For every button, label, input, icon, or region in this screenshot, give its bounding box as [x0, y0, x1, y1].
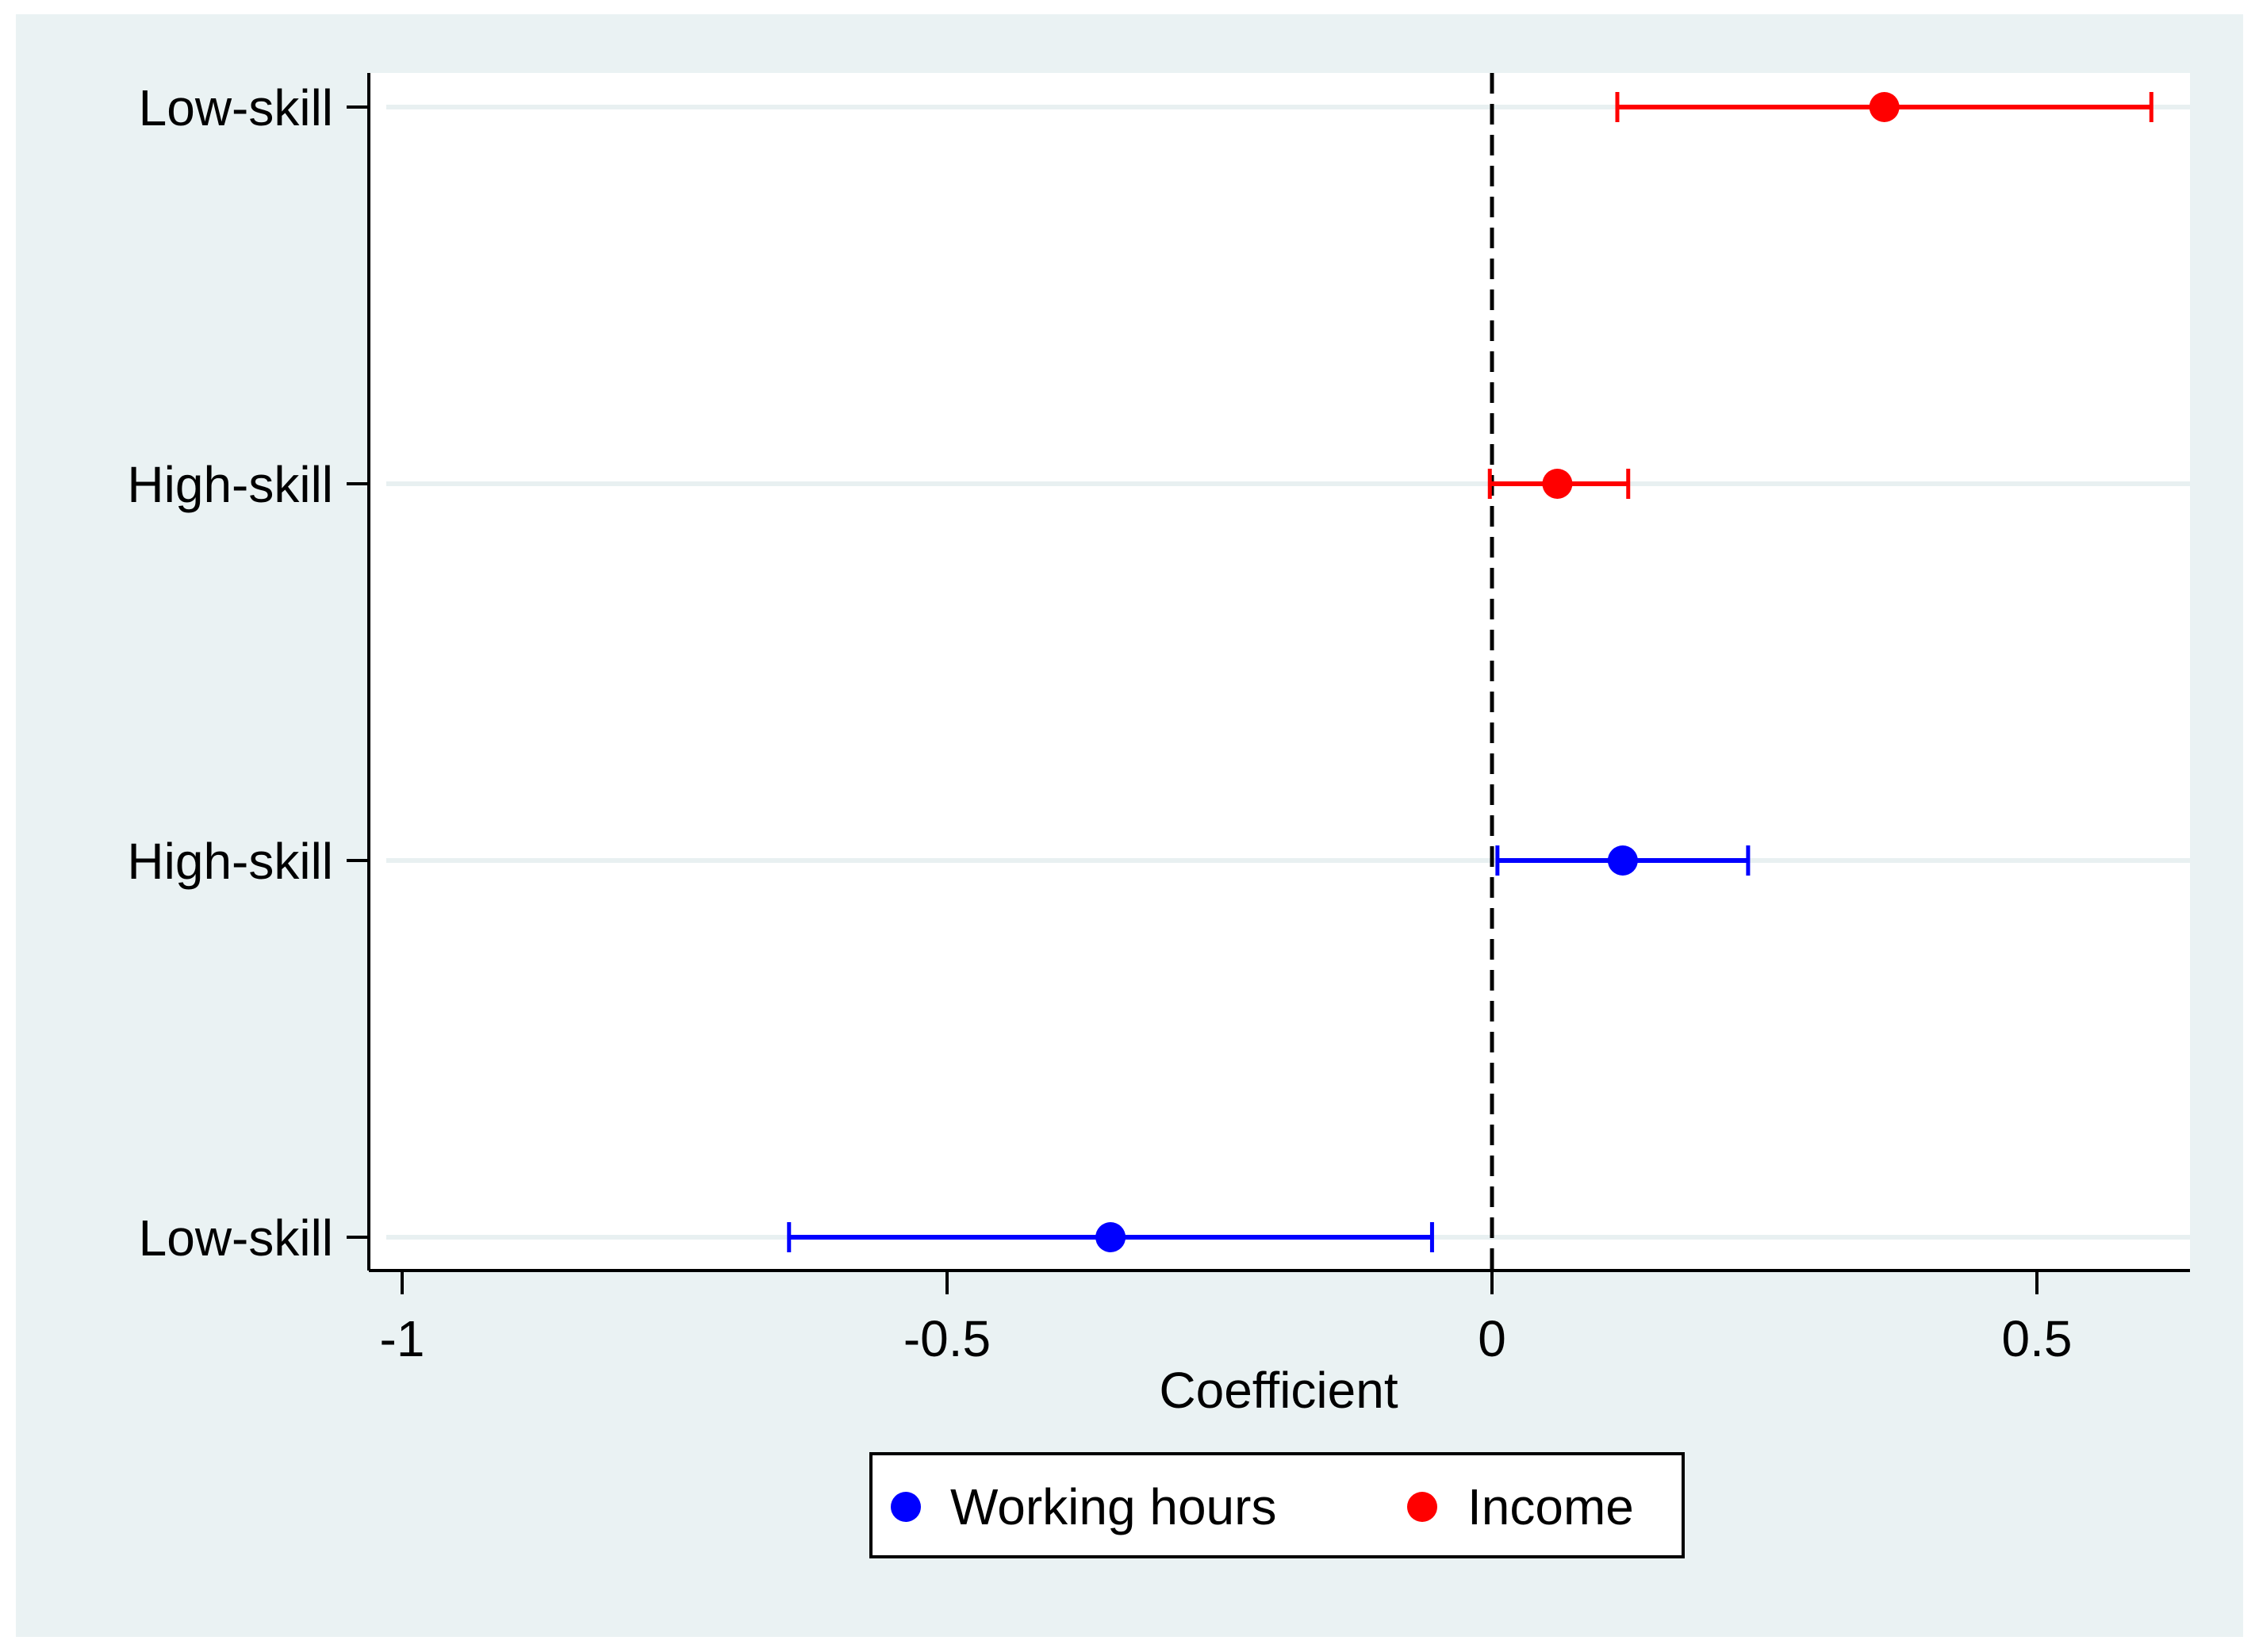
y-axis: Low-skill High-skill High-skill Low-skill [127, 79, 369, 1267]
y-tick-label: High-skill [127, 456, 333, 513]
working-hours-point [1095, 1222, 1126, 1252]
legend-item-income: Income [1407, 1478, 1634, 1535]
legend-label-working-hours: Working hours [950, 1478, 1276, 1535]
legend-marker-working-hours [891, 1492, 921, 1522]
x-axis: -1 -0.5 0 0.5 [380, 1271, 2073, 1367]
legend-marker-income [1407, 1492, 1437, 1522]
plot-area [369, 73, 2190, 1271]
legend-item-working-hours: Working hours [891, 1478, 1276, 1535]
x-tick-label: -1 [380, 1310, 425, 1367]
x-tick-label: 0.5 [2002, 1310, 2073, 1367]
y-tick-label: Low-skill [139, 1209, 333, 1267]
legend-label-income: Income [1467, 1478, 1634, 1535]
income-point [1542, 469, 1573, 499]
x-tick-label: -0.5 [903, 1310, 991, 1367]
series-marks [787, 92, 2154, 1252]
x-tick-label: 0 [1478, 1310, 1506, 1367]
legend-box [869, 1452, 1685, 1558]
y-tick-label: High-skill [127, 833, 333, 890]
income-point [1869, 92, 1900, 122]
x-axis-title: Coefficient [1159, 1362, 1398, 1419]
y-tick-label: Low-skill [139, 79, 333, 136]
working-hours-point [1607, 845, 1638, 876]
